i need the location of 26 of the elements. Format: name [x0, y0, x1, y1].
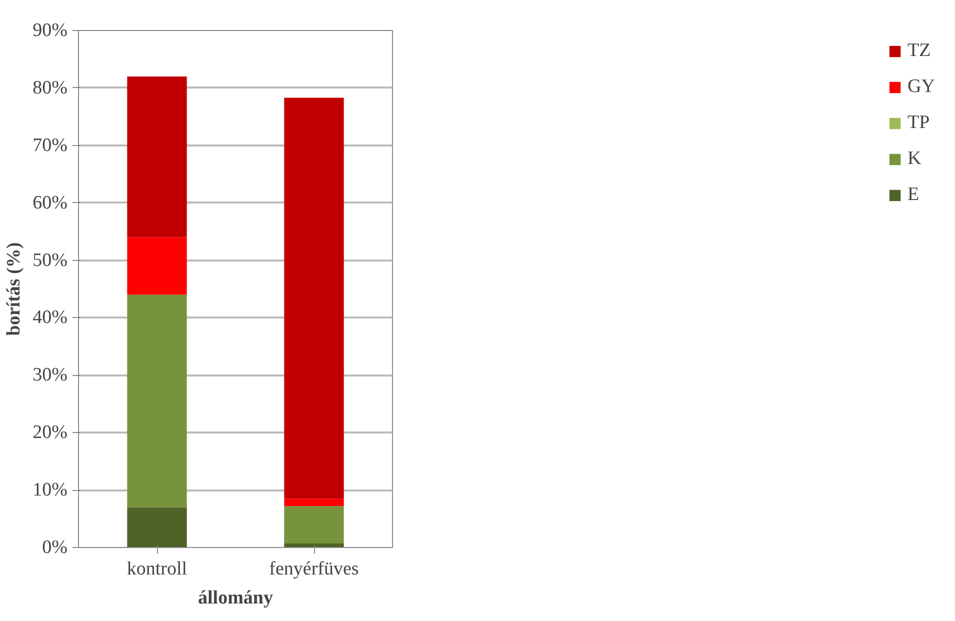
legend-label: TP	[908, 112, 930, 134]
y-tick-label: 40%	[32, 307, 68, 328]
bar	[127, 237, 187, 295]
legend-label: GY	[908, 76, 935, 98]
y-tick-label: 20%	[32, 422, 68, 444]
y-tick-label: 0%	[42, 537, 68, 558]
x-tick-label: kontroll	[126, 558, 188, 580]
legend-label: K	[908, 148, 922, 170]
y-tick-label: 90%	[32, 20, 68, 41]
y-tick-label: 30%	[32, 364, 68, 386]
bar	[284, 98, 344, 499]
bar	[284, 506, 344, 544]
y-tick-label: 60%	[32, 192, 68, 214]
bar	[127, 76, 187, 238]
legend-label: TZ	[908, 40, 931, 62]
x-axis-title: állomány	[198, 588, 274, 608]
y-tick-label: 10%	[32, 480, 68, 501]
y-tick-label: 70%	[32, 134, 68, 156]
x-tick-label: fenyérfüves	[269, 558, 359, 580]
y-tick-label: 50%	[32, 250, 68, 271]
y-axis-title: borítás (%)	[4, 242, 25, 336]
y-tick-label: 80%	[32, 77, 68, 98]
legend-label: E	[908, 184, 920, 206]
bar	[127, 294, 187, 508]
bar	[284, 498, 344, 506]
bar	[127, 507, 187, 548]
